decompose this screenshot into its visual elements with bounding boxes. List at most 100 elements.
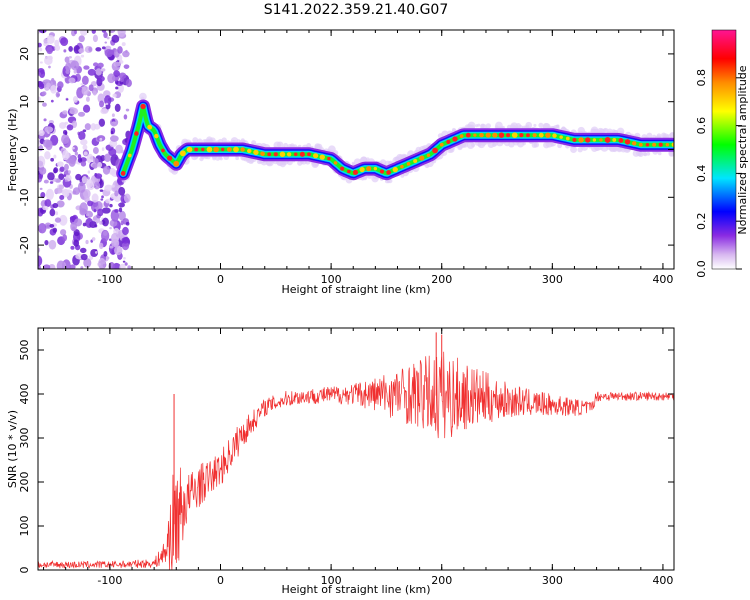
- spectrogram-noise-blob: [38, 223, 47, 234]
- spectrogram-noise-blob: [38, 81, 45, 90]
- spectrogram-ridge-peak: [194, 147, 199, 152]
- spectrogram-noise-blob: [45, 188, 54, 201]
- spectrogram-noise-blob: [38, 96, 41, 103]
- spectrogram-noise-blob: [38, 42, 42, 48]
- colorbar-tick-label: 0.2: [695, 212, 708, 230]
- spectrogram-noise-blob: [92, 146, 99, 154]
- spectrogram-noise-blob: [56, 161, 64, 168]
- spectrogram-ridge-peak: [134, 131, 139, 136]
- spectrogram-ridge-peak: [565, 136, 570, 141]
- spectrogram-ridge-peak: [179, 150, 186, 157]
- spectrogram-x-tick-label: -100: [97, 273, 122, 286]
- snr-series: [38, 332, 674, 570]
- spectrogram-ridge-peak: [201, 147, 205, 152]
- spectrogram-noise-blob: [97, 75, 105, 82]
- snr-y-tick-label: 500: [18, 340, 31, 361]
- spectrogram-noise-blob: [43, 118, 47, 122]
- spectrogram-noise-blob: [49, 208, 56, 217]
- spectrogram-noise-blob: [77, 153, 82, 160]
- spectrogram-ridge-peak: [419, 155, 425, 161]
- spectrogram-noise-blob: [111, 113, 115, 117]
- spectrogram-noise-blob: [64, 56, 70, 63]
- spectrogram-noise-blob: [104, 184, 113, 192]
- spectrogram-noise-blob: [118, 207, 123, 213]
- spectrogram-ridge-peak: [413, 158, 418, 163]
- spectrogram-noise-blob: [49, 223, 55, 228]
- spectrogram-noise-blob: [121, 237, 130, 244]
- spectrogram-noise-blob: [72, 190, 77, 195]
- spectrogram-noise-blob: [98, 118, 106, 127]
- spectrogram-ridge-peak: [426, 153, 431, 157]
- spectrogram-noise-blob: [111, 249, 115, 255]
- spectrogram-ridge-peak: [532, 133, 537, 138]
- spectrogram-ridge-peak: [267, 152, 272, 157]
- spectrogram-halo-blob: [657, 151, 662, 156]
- spectrogram-noise-blob: [87, 200, 93, 207]
- snr-y-tick-label: 200: [18, 472, 31, 493]
- spectrogram-noise-blob: [92, 237, 96, 242]
- spectrogram-ridge-peak: [319, 154, 325, 160]
- spectrogram-ridge-peak: [612, 138, 617, 142]
- spectrogram-ridge-peak: [340, 166, 345, 171]
- spectrogram-ridge-peak: [147, 124, 153, 130]
- spectrogram-noise-blob: [118, 202, 125, 208]
- spectrogram-halo-blob: [219, 157, 223, 161]
- snr-x-tick-label: 300: [542, 574, 563, 587]
- spectrogram-noise-blob: [52, 203, 59, 209]
- spectrogram-noise-blob: [117, 30, 126, 38]
- spectrogram-noise-blob: [108, 148, 117, 157]
- spectrogram-noise-blob: [92, 200, 99, 208]
- spectrogram-noise-blob: [60, 229, 67, 236]
- spectrogram-noise-blob: [93, 181, 101, 190]
- spectrogram-noise-blob: [80, 160, 87, 167]
- spectrogram-ridge-peak: [347, 169, 351, 174]
- spectrogram-ridge-peak: [538, 132, 544, 138]
- spectrogram-y-tick-label: -20: [18, 236, 31, 254]
- spectrogram-noise-blob: [61, 134, 70, 145]
- spectrogram-noise-blob: [62, 110, 68, 115]
- spectrogram-noise-blob: [46, 34, 55, 44]
- spectrogram-noise-blob: [97, 93, 105, 104]
- spectrogram-noise-blob: [65, 62, 72, 72]
- spectrogram-x-tick-label: 200: [431, 273, 452, 286]
- spectrogram-noise-blob: [93, 157, 99, 165]
- spectrogram-noise-blob: [39, 173, 44, 179]
- spectrogram-ridge-peak: [604, 137, 611, 143]
- spectrogram-noise-blob: [86, 153, 94, 164]
- spectrogram-noise-blob: [44, 199, 52, 208]
- spectrogram-halo-blob: [197, 138, 203, 144]
- spectrogram-ridge-peak: [671, 142, 674, 148]
- spectrogram-noise-blob: [53, 167, 59, 174]
- spectrogram-noise-blob: [100, 108, 109, 115]
- snr-y-tick-label: 0: [18, 567, 31, 574]
- spectrogram-ridge-peak: [313, 153, 319, 159]
- spectrogram-noise-blob: [68, 77, 76, 84]
- spectrogram-noise-blob: [115, 86, 119, 90]
- spectrogram-ridge-peak: [492, 132, 498, 138]
- spectrogram-ridge-peak: [307, 152, 311, 157]
- spectrogram-noise-blob: [60, 37, 69, 47]
- snr-panel: -100 0 100 200 300 400 0 100 200 300 400 500 Height…: [6, 327, 675, 596]
- spectrogram-noise-blob: [73, 69, 77, 74]
- spectrogram-noise-blob: [70, 60, 80, 71]
- spectrogram-noise-blob: [38, 255, 43, 267]
- spectrogram-noise-blob: [106, 36, 110, 40]
- spectrogram-ridge-peak: [578, 137, 584, 143]
- spectrogram-noise-blob: [88, 46, 93, 52]
- colorbar-tick-label: 0.8: [695, 69, 708, 87]
- spectrogram-noise-blob: [107, 73, 116, 84]
- colorbar-tick-label: 0.0: [695, 260, 708, 278]
- spectrogram-noise-blob: [82, 144, 88, 150]
- spectrogram-ridge-peak: [333, 161, 338, 165]
- spectrogram-noise-blob: [39, 187, 43, 190]
- spectrogram-noise-blob: [97, 162, 103, 168]
- spectrogram-noise-blob: [92, 62, 99, 67]
- spectrogram-noise-blob: [99, 137, 103, 141]
- spectrogram-noise-blob: [38, 160, 44, 167]
- spectrogram-noise-blob: [70, 159, 76, 165]
- colorbar: 0.0 0.2 0.4 0.6 0.8 Normalized spectral ampl…: [695, 29, 749, 278]
- spectrogram-noise-blob: [46, 82, 51, 88]
- spectrogram-noise-blob: [127, 265, 131, 269]
- spectrogram-noise-blob: [114, 245, 123, 256]
- spectrogram-noise-blob: [73, 44, 81, 54]
